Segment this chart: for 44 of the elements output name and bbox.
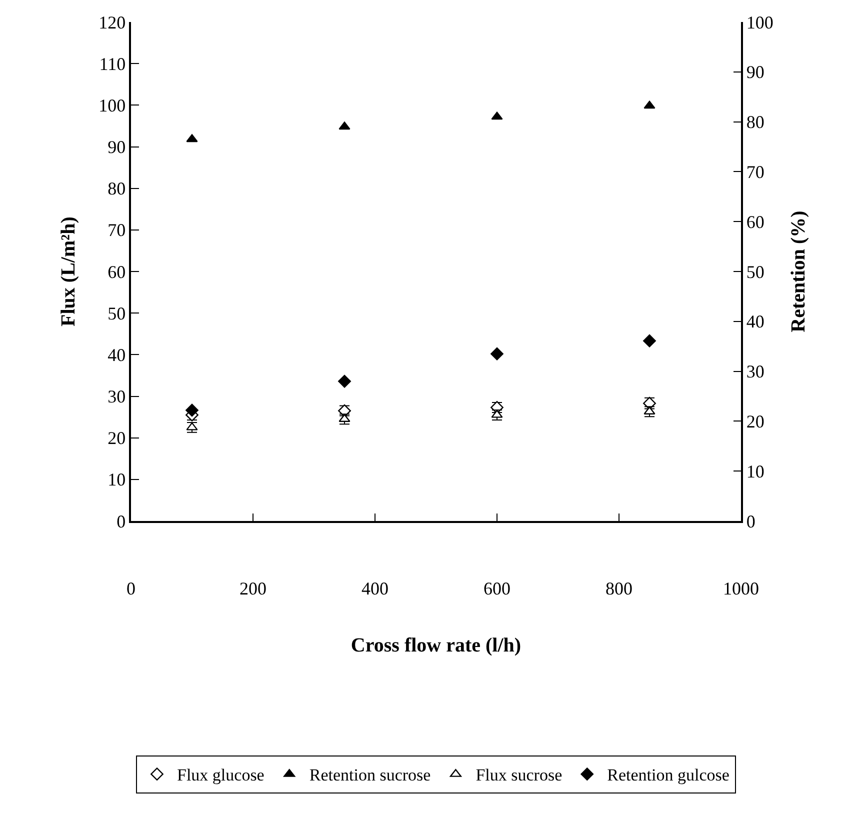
y-axis-title: Flux (L/m²h) (58, 216, 80, 326)
y2-tick-label: 0 (746, 511, 756, 532)
y-tick-label: 30 (108, 386, 126, 407)
y2-tick-label: 40 (746, 312, 764, 332)
point (338, 122, 350, 130)
y-tick-label: 20 (108, 428, 126, 448)
y-tick-label: 40 (108, 344, 126, 365)
point (490, 347, 504, 360)
legend-label: Retention gulcose (607, 766, 730, 785)
y2-tick-label: 50 (746, 262, 764, 282)
y2-tick-label: 20 (746, 412, 764, 432)
y2-axis-title: Retention (%) (787, 210, 810, 332)
point (491, 112, 503, 120)
x-tick-label: 400 (362, 578, 388, 598)
y-tick-label: 110 (99, 54, 126, 74)
y2-tick-label: 80 (746, 112, 764, 132)
point (338, 374, 351, 388)
y2-tick-label: 60 (746, 212, 764, 232)
point (644, 100, 656, 109)
y-tick-label: 70 (108, 220, 126, 240)
y-tick-label: 60 (108, 262, 126, 282)
y-tick-label: 120 (98, 12, 126, 32)
legend-label: Flux sucrose (476, 766, 562, 785)
x-tick-label: 1000 (723, 578, 759, 598)
point (643, 334, 656, 348)
y-tick-label: 50 (108, 303, 126, 324)
y-tick-label: 90 (108, 137, 126, 158)
point (186, 134, 198, 142)
x-axis-title: Cross flow rate (l/h) (350, 634, 522, 656)
y-tick-label: 10 (108, 470, 126, 490)
y2-tick-label: 10 (746, 461, 764, 482)
y2-tick-label: 70 (746, 162, 764, 182)
y-tick-label: 80 (108, 178, 126, 199)
y-tick-label: 100 (98, 95, 126, 116)
x-tick-label: 200 (240, 578, 266, 598)
y2-tick-label: 90 (746, 62, 764, 82)
x-tick-label: 600 (484, 578, 510, 598)
y2-tick-label: 100 (746, 12, 774, 32)
x-tick-label: 800 (606, 578, 632, 598)
legend-label: Flux glucose (177, 766, 264, 785)
legend-label: Retention sucrose (309, 766, 431, 785)
point (186, 404, 198, 417)
y2-tick-label: 30 (746, 362, 764, 382)
y-tick-label: 0 (116, 511, 126, 532)
